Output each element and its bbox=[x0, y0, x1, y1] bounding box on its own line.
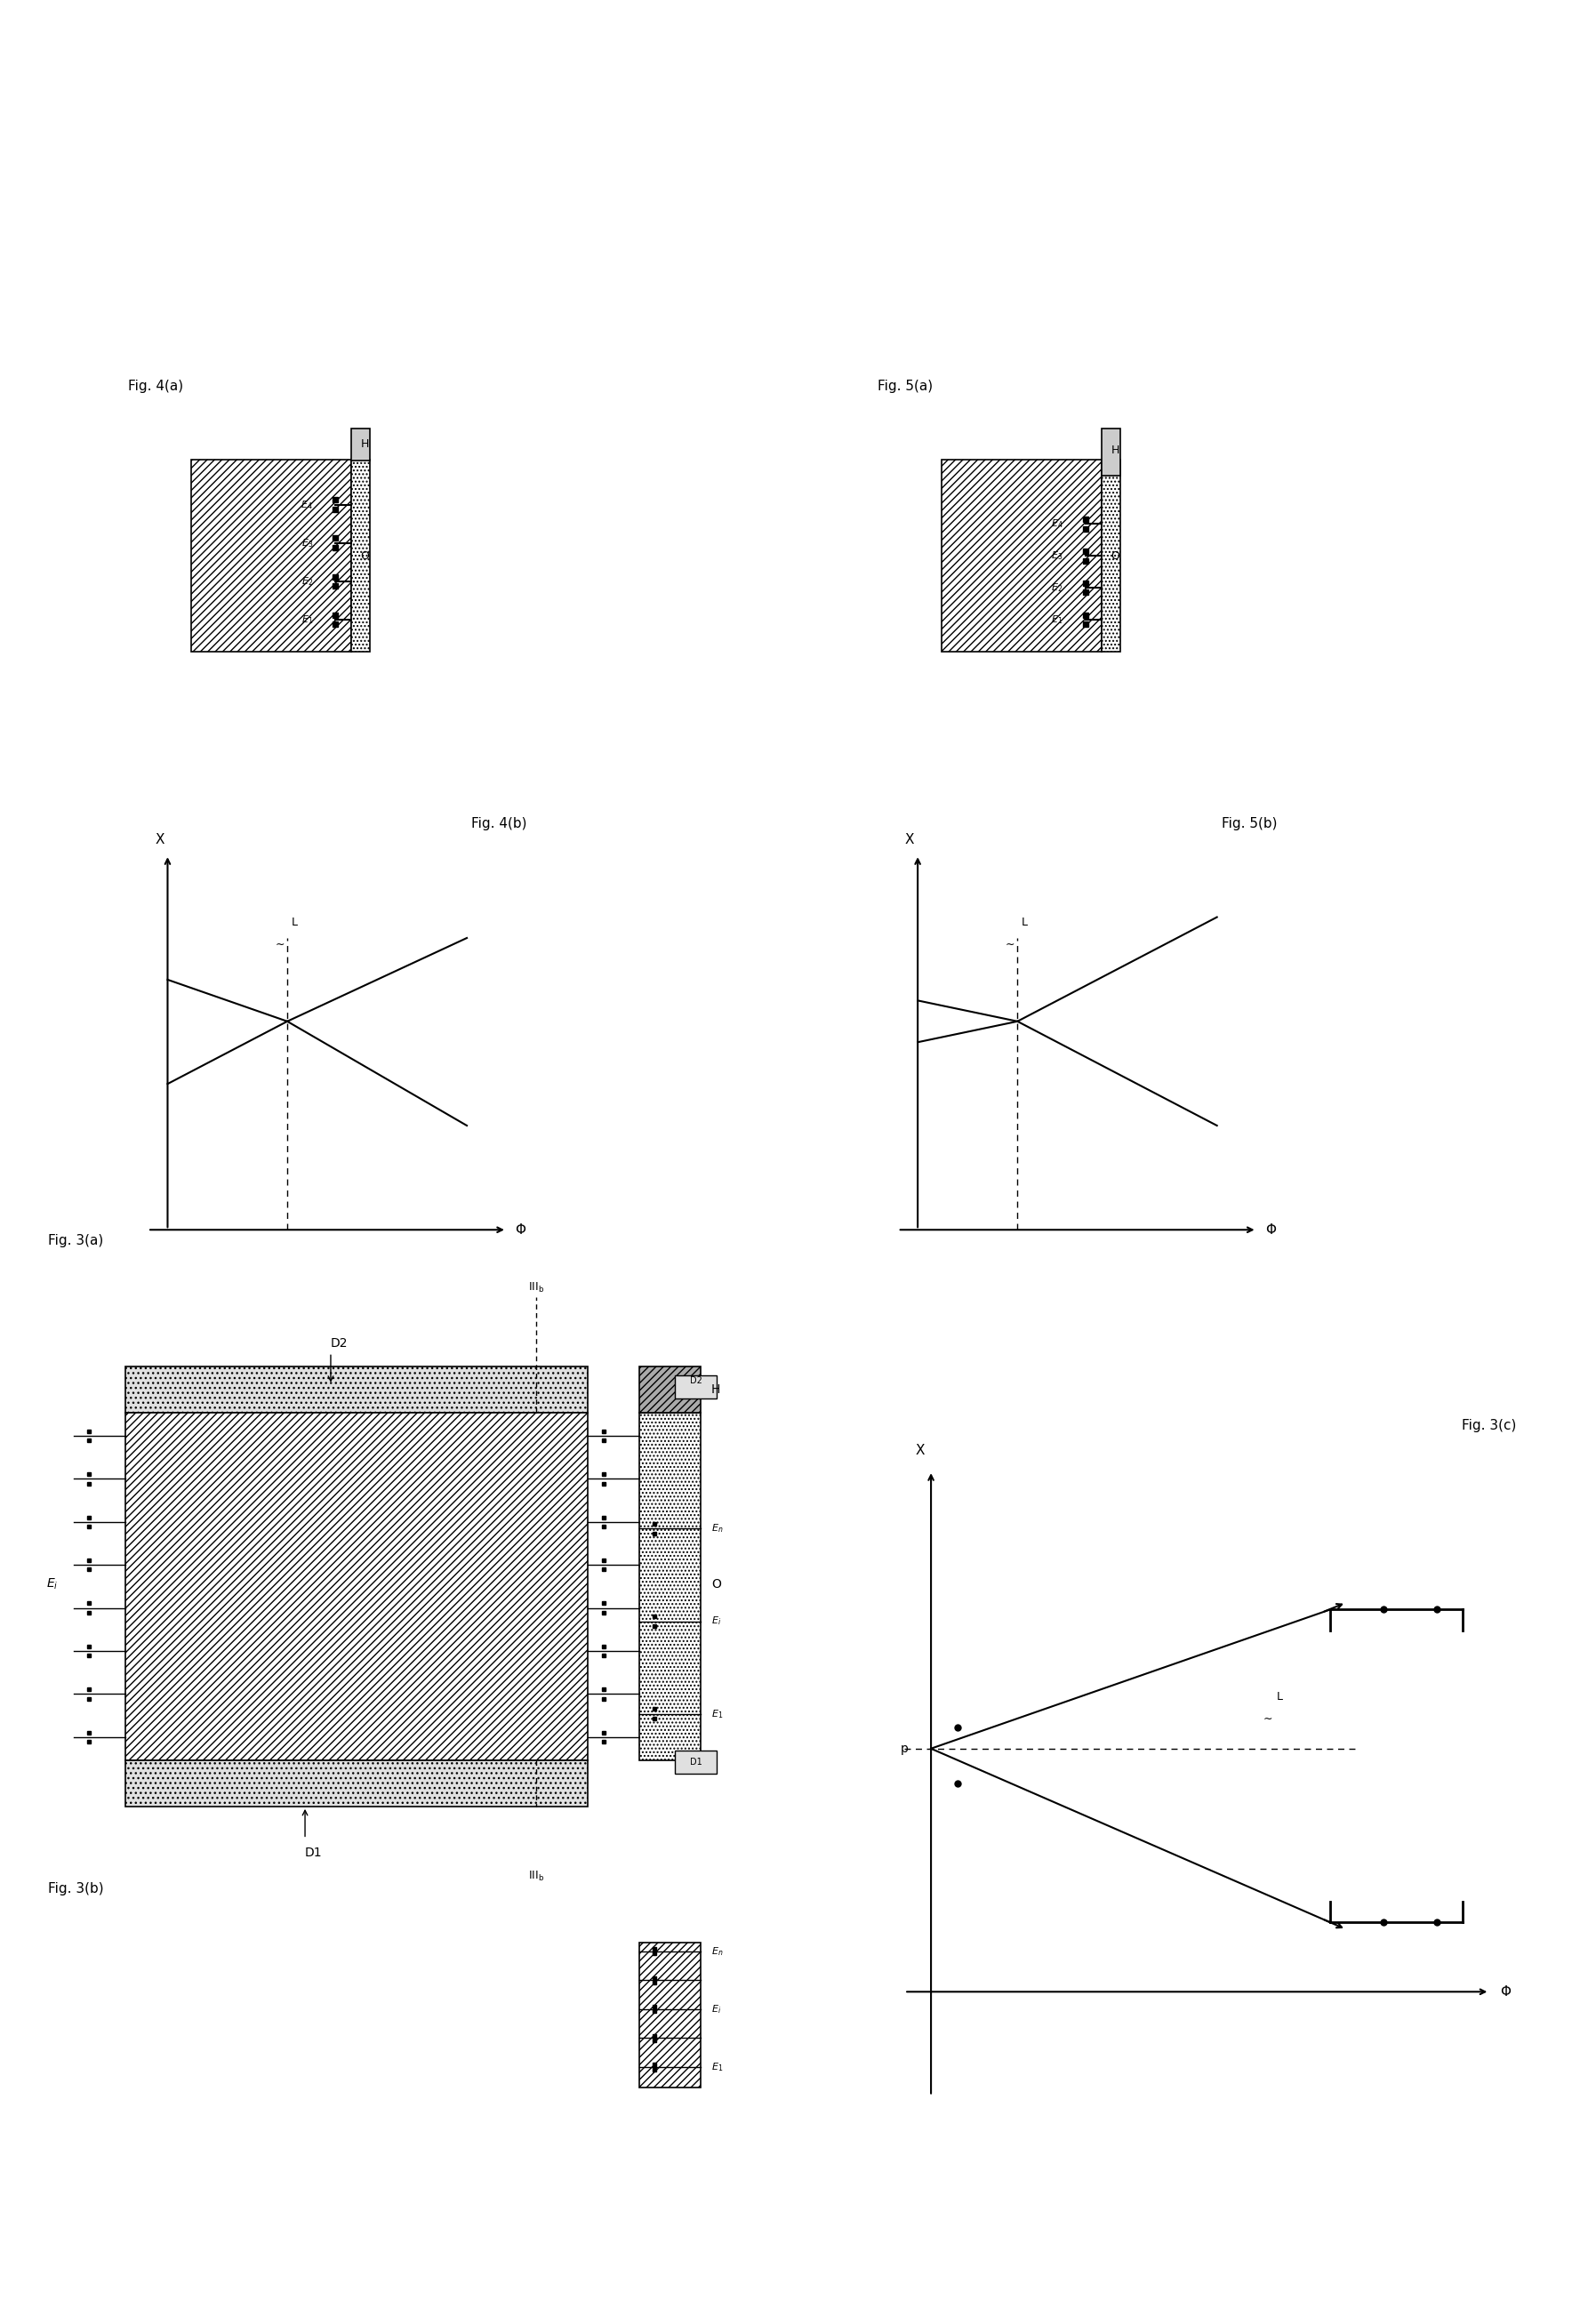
Text: $E_i$: $E_i$ bbox=[712, 2003, 721, 2015]
Bar bbox=[1101, 428, 1120, 477]
Text: $E_3$: $E_3$ bbox=[1052, 549, 1063, 563]
Bar bbox=[1101, 461, 1120, 651]
Text: Fig. 5(b): Fig. 5(b) bbox=[1221, 818, 1277, 829]
Bar bbox=[640, 1943, 701, 2087]
Text: X: X bbox=[155, 834, 164, 845]
Bar bbox=[942, 461, 1101, 651]
Text: L: L bbox=[290, 917, 297, 929]
Text: $E_3$: $E_3$ bbox=[302, 537, 313, 549]
Text: $E_1$: $E_1$ bbox=[712, 1707, 723, 1721]
Bar bbox=[124, 1413, 587, 1760]
Text: $\rm{III}_b$: $\rm{III}_b$ bbox=[528, 1869, 544, 1883]
Text: Fig. 3(a): Fig. 3(a) bbox=[48, 1234, 104, 1246]
Text: p: p bbox=[900, 1742, 908, 1756]
Bar bbox=[192, 461, 351, 651]
Text: $E_1$: $E_1$ bbox=[712, 2061, 723, 2073]
Bar bbox=[124, 1760, 587, 1806]
Text: $E_1$: $E_1$ bbox=[302, 614, 313, 625]
Text: $\Phi$: $\Phi$ bbox=[1264, 1223, 1277, 1237]
Bar bbox=[640, 1413, 701, 1760]
Text: O: O bbox=[361, 551, 370, 560]
Text: O: O bbox=[1111, 551, 1120, 560]
Text: $\sim$: $\sim$ bbox=[1004, 938, 1015, 950]
Text: $E_i$: $E_i$ bbox=[712, 1614, 721, 1628]
Text: $\sim$: $\sim$ bbox=[1261, 1712, 1274, 1723]
Text: D2: D2 bbox=[330, 1336, 348, 1350]
Text: $\Phi$: $\Phi$ bbox=[514, 1223, 527, 1237]
Text: $E_2$: $E_2$ bbox=[1052, 581, 1063, 593]
Text: $\rm{III}_b$: $\rm{III}_b$ bbox=[528, 1281, 544, 1295]
Bar bbox=[1101, 461, 1120, 651]
Bar bbox=[192, 461, 351, 651]
Text: D1: D1 bbox=[689, 1758, 702, 1767]
Text: Fig. 3(b): Fig. 3(b) bbox=[48, 1883, 104, 1894]
Text: Fig. 3(c): Fig. 3(c) bbox=[1462, 1420, 1516, 1431]
Bar bbox=[351, 461, 370, 651]
Bar bbox=[351, 461, 370, 651]
Text: $E_n$: $E_n$ bbox=[712, 1945, 723, 1957]
Text: D2: D2 bbox=[689, 1376, 702, 1385]
Text: H: H bbox=[1111, 445, 1119, 456]
Text: $E_4$: $E_4$ bbox=[300, 498, 313, 512]
Text: $\Phi$: $\Phi$ bbox=[1500, 1985, 1511, 1999]
Text: X: X bbox=[916, 1443, 926, 1457]
Text: Fig. 5(a): Fig. 5(a) bbox=[878, 380, 934, 394]
Text: $\sim$: $\sim$ bbox=[273, 938, 286, 950]
Bar bbox=[124, 1413, 587, 1760]
Bar bbox=[124, 1366, 587, 1413]
Text: $E_2$: $E_2$ bbox=[302, 574, 313, 588]
Text: $E_n$: $E_n$ bbox=[712, 1522, 723, 1536]
Text: X: X bbox=[905, 834, 915, 845]
Bar bbox=[942, 461, 1101, 651]
Text: $E_1$: $E_1$ bbox=[1052, 614, 1063, 625]
Text: O: O bbox=[712, 1577, 721, 1591]
Bar bbox=[124, 1366, 587, 1413]
Text: $E_i$: $E_i$ bbox=[46, 1577, 57, 1591]
Bar bbox=[640, 1413, 701, 1760]
Bar bbox=[124, 1760, 587, 1806]
Text: $E_4$: $E_4$ bbox=[1050, 519, 1063, 530]
Bar bbox=[675, 1376, 717, 1399]
Bar bbox=[640, 1366, 701, 1413]
Bar bbox=[640, 1943, 701, 2087]
Text: L: L bbox=[1277, 1691, 1283, 1702]
Bar bbox=[351, 428, 370, 461]
Bar bbox=[640, 1366, 701, 1413]
Text: D1: D1 bbox=[305, 1846, 322, 1860]
Text: L: L bbox=[1021, 917, 1028, 929]
Text: Fig. 4(a): Fig. 4(a) bbox=[128, 380, 184, 394]
Text: H: H bbox=[361, 438, 369, 449]
Text: Fig. 4(b): Fig. 4(b) bbox=[471, 818, 527, 829]
Bar bbox=[675, 1751, 717, 1774]
Text: H: H bbox=[712, 1383, 720, 1397]
